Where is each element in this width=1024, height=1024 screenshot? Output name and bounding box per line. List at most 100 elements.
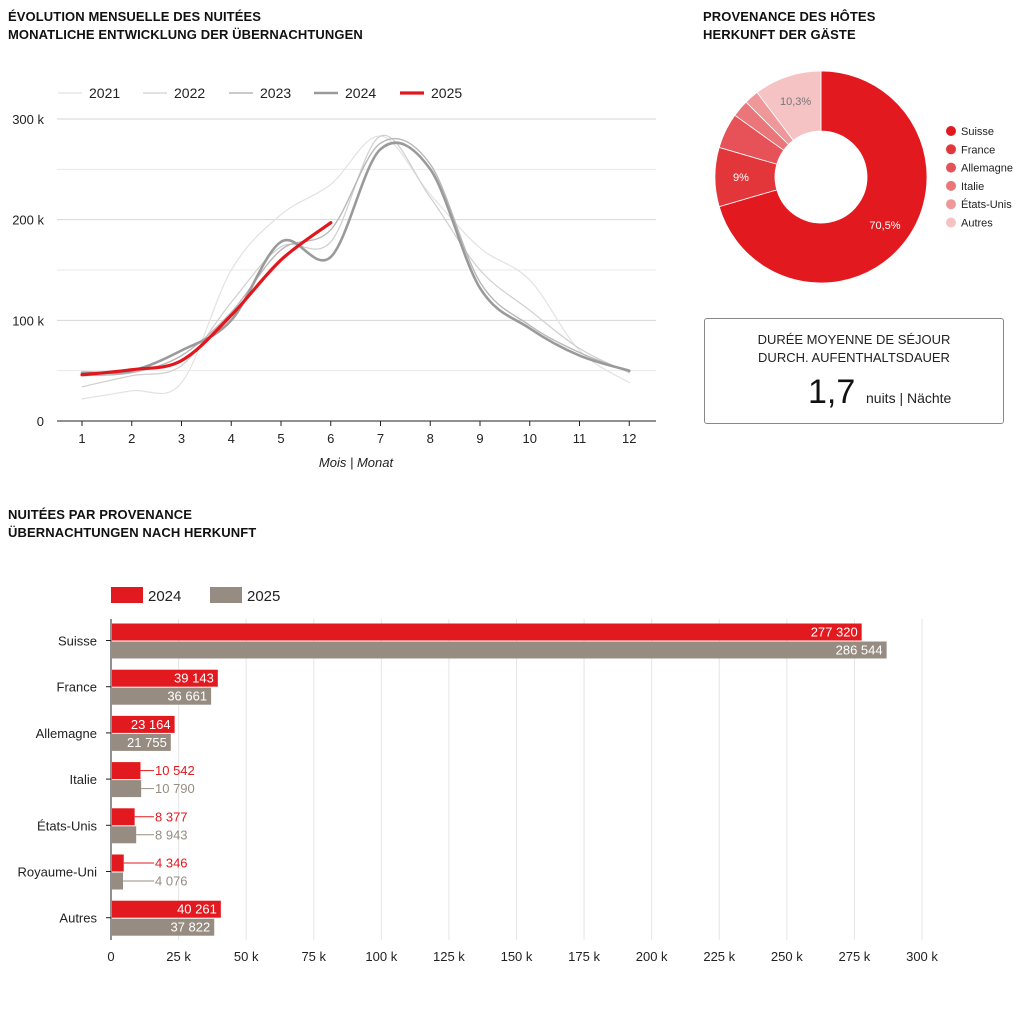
bar-category-label: États-Unis [37, 818, 97, 833]
line-legend-label: 2022 [174, 85, 205, 101]
line-legend-label: 2024 [345, 85, 376, 101]
average-stay-title-de: DURCH. AUFENTHALTSDAUER [758, 350, 950, 365]
line-legend-item-2023: 2023 [229, 85, 291, 101]
pie-legend-label: France [961, 144, 995, 156]
line-legend-item-2024: 2024 [314, 85, 376, 101]
line-series-2024 [80, 141, 631, 375]
pie-slice-label: 10,3% [780, 96, 811, 108]
bar-category-label: France [57, 680, 97, 695]
bar-2025 [112, 733, 171, 751]
pie-chart-title: PROVENANCE DES HÔTES HERKUNFT DER GÄSTE [703, 8, 875, 44]
pie-legend-item: Italie [946, 180, 984, 193]
bar-2024 [112, 669, 218, 687]
bar-2025 [112, 641, 887, 659]
bar-category-label: Suisse [58, 634, 97, 649]
bar-value-label: 10 790 [155, 781, 195, 796]
bar-2024 [112, 762, 141, 780]
line-chart-title-fr: ÉVOLUTION MENSUELLE DES NUITÉES [8, 9, 262, 24]
bar-value-label: 40 261 [177, 902, 217, 917]
average-stay-value: 1,7 [808, 373, 856, 411]
bar-legend-swatch [210, 587, 242, 603]
line-legend-label: 2021 [89, 85, 120, 101]
line-y-tick-label: 300 k [12, 112, 44, 127]
bar-chart-title: NUITÉES PAR PROVENANCE ÜBERNACHTUNGEN NA… [8, 506, 256, 542]
pie-legend-label: Italie [961, 181, 984, 193]
bar-x-tick-label: 0 [107, 949, 114, 964]
bar-value-label: 4 346 [155, 856, 188, 871]
pie-slice-label: 9% [733, 172, 749, 184]
bar-chart-title-de: ÜBERNACHTUNGEN NACH HERKUNFT [8, 525, 257, 540]
bar-legend-label: 2025 [247, 588, 280, 605]
line-x-tick-label: 6 [327, 431, 334, 446]
bar-value-label: 8 943 [155, 827, 188, 842]
line-y-tick-label: 0 [37, 414, 44, 429]
line-legend-label: 2025 [431, 85, 462, 101]
bar-x-tick-label: 275 k [839, 949, 871, 964]
line-x-tick-label: 5 [277, 431, 284, 446]
line-legend-label: 2023 [260, 85, 291, 101]
line-legend-item-2022: 2022 [143, 85, 205, 101]
bar-value-label: 277 320 [811, 625, 858, 640]
bar-x-tick-label: 250 k [771, 949, 803, 964]
pie-legend-label: Autres [961, 218, 993, 230]
pie-legend-label: États-Unis [961, 198, 1012, 211]
bar-category-label: Royaume-Uni [18, 865, 98, 880]
line-legend-item-2021: 2021 [58, 85, 120, 101]
bar-category-label: Allemagne [36, 726, 97, 741]
pie-chart-title-de: HERKUNFT DER GÄSTE [703, 27, 856, 42]
bar-x-tick-label: 225 k [703, 949, 735, 964]
pie-slice-label: 70,5% [869, 220, 900, 232]
line-x-tick-label: 8 [427, 431, 434, 446]
line-x-tick-label: 12 [622, 431, 636, 446]
bar-value-label: 10 542 [155, 763, 195, 778]
average-stay-card: DURÉE MOYENNE DE SÉJOUR DURCH. AUFENTHAL… [704, 318, 1004, 424]
line-series-2023 [81, 137, 630, 377]
bar-x-tick-label: 300 k [906, 949, 938, 964]
bar-value-label: 36 661 [167, 689, 207, 704]
line-chart-title: ÉVOLUTION MENSUELLE DES NUITÉES MONATLIC… [8, 8, 363, 44]
line-x-tick-label: 3 [178, 431, 185, 446]
pie-legend-marker [946, 199, 956, 210]
line-x-axis-label: Mois | Monat [319, 455, 395, 470]
bar-x-tick-label: 175 k [568, 949, 600, 964]
bar-x-tick-label: 25 k [166, 949, 191, 964]
line-x-tick-label: 7 [377, 431, 384, 446]
pie-legend-item: Suisse [946, 126, 994, 138]
bar-2024 [112, 854, 124, 872]
pie-legend-label: Allemagne [961, 163, 1013, 175]
bar-2025 [112, 687, 212, 705]
bar-value-label: 4 076 [155, 874, 188, 889]
bar-value-label: 23 164 [131, 717, 171, 732]
bar-x-tick-label: 50 k [234, 949, 259, 964]
bar-legend-item-2024: 2024 [111, 587, 181, 605]
bar-2024 [112, 623, 862, 641]
line-y-tick-label: 100 k [12, 313, 44, 328]
pie-legend-item: France [946, 144, 995, 156]
bar-x-tick-label: 150 k [501, 949, 533, 964]
line-x-tick-label: 10 [523, 431, 537, 446]
pie-legend-item: États-Unis [946, 198, 1012, 211]
pie-slice [718, 70, 928, 284]
average-stay-title-fr: DURÉE MOYENNE DE SÉJOUR [757, 332, 951, 347]
line-x-tick-label: 4 [228, 431, 235, 446]
line-series-2021 [81, 135, 630, 400]
bar-2025 [112, 780, 142, 798]
bar-value-label: 39 143 [174, 671, 214, 686]
pie-legend-marker [946, 126, 956, 136]
bar-2025 [112, 872, 124, 890]
line-x-tick-label: 1 [78, 431, 85, 446]
average-stay-unit: nuits | Nächte [866, 390, 952, 406]
pie-legend-label: Suisse [961, 126, 994, 138]
pie-legend-marker [946, 144, 956, 155]
line-series-2025 [80, 221, 333, 377]
bar-value-label: 21 755 [127, 735, 167, 750]
pie-legend-item: Allemagne [946, 162, 1013, 175]
bar-2024 [112, 900, 221, 918]
pie-slice [756, 70, 822, 141]
pie-legend-item: Autres [946, 217, 993, 230]
line-x-tick-label: 9 [476, 431, 483, 446]
pie-chart-title-fr: PROVENANCE DES HÔTES [703, 9, 876, 24]
line-x-tick-label: 2 [128, 431, 135, 446]
bar-value-label: 8 377 [155, 809, 188, 824]
